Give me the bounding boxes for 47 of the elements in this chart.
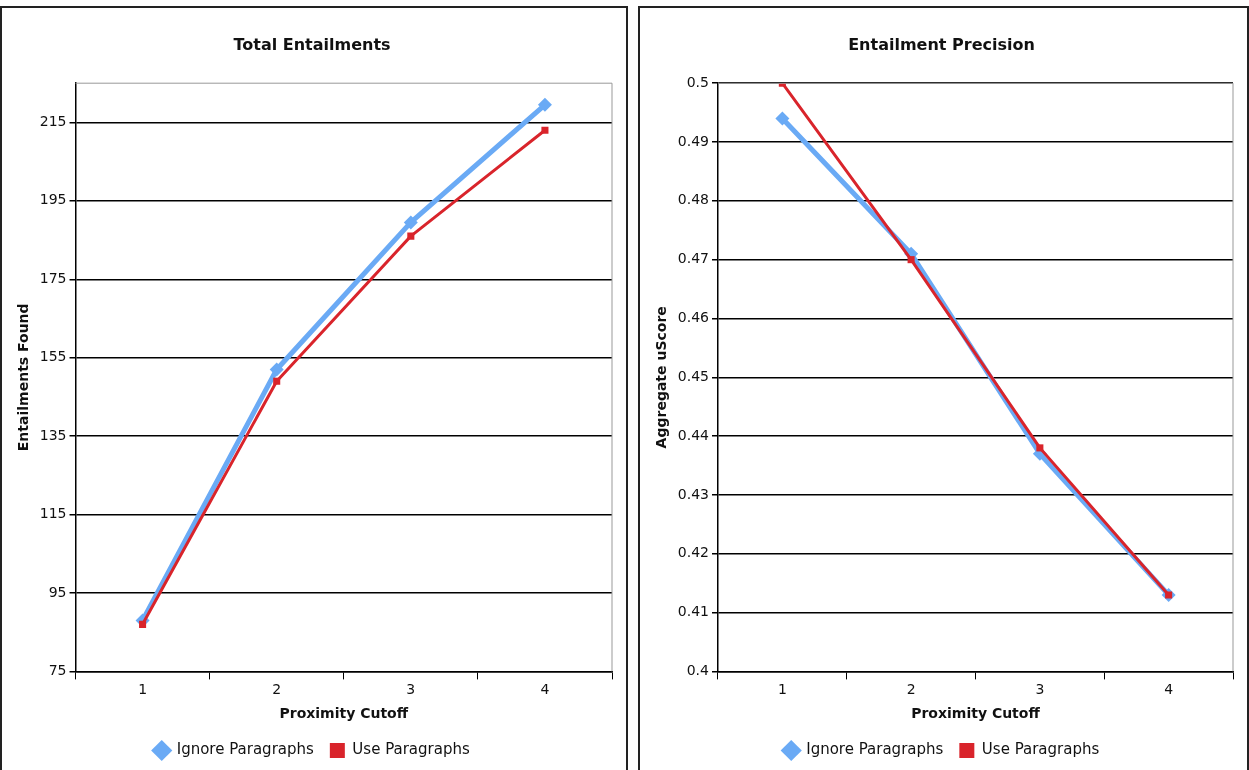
x-tick-label: 3 [1035,681,1045,698]
y-axis-title: Aggregate uScore [653,306,670,449]
chart-title: Total Entailments [233,34,391,54]
y-tick-label: 215 [39,113,67,130]
point [907,256,915,264]
y-tick-label: 155 [39,348,67,365]
y-tick-label: 0.49 [677,132,709,149]
y-tick-label: 0.42 [677,544,709,561]
point [541,126,549,134]
x-tick-label: 2 [906,681,916,698]
x-axis-title: Proximity Cutoff [279,705,409,722]
point [407,232,415,240]
x-tick-label: 3 [406,681,416,698]
legend-label: Use Paragraphs [981,740,1100,759]
legend-label: Ignore Paragraphs [806,740,944,759]
y-tick-label: 0.43 [677,485,709,502]
x-tick-label: 4 [1164,681,1174,698]
legend-label: Ignore Paragraphs [176,740,315,759]
point [403,215,418,230]
x-tick-label: 2 [272,681,282,698]
y-tick-label: 0.45 [677,367,709,384]
y-tick-label: 0.47 [677,250,709,267]
point [775,111,790,126]
y-tick-label: 0.41 [677,603,709,620]
point [537,97,552,112]
y-tick-label: 115 [39,505,67,522]
x-tick-label: 1 [138,681,148,698]
chart-title: Entailment Precision [848,34,1035,54]
y-tick-label: 0.46 [677,309,710,326]
y-tick-label: 95 [48,583,67,600]
x-tick-label: 4 [540,681,550,698]
y-tick-label: 135 [39,426,67,443]
point [269,362,284,377]
x-tick-label: 1 [777,681,787,698]
y-axis-title: Entailments Found [15,303,32,452]
y-tick-label: 75 [48,662,67,679]
y-tick-label: 0.5 [686,73,709,90]
y-tick-label: 0.44 [677,426,710,443]
y-tick-label: 195 [39,191,67,208]
y-tick-label: 0.4 [686,662,710,679]
point [139,620,147,628]
x-axis-title: Proximity Cutoff [911,705,1041,722]
y-tick-label: 175 [39,269,67,286]
y-tick-label: 0.48 [677,191,709,208]
legend-label: Use Paragraphs [352,740,470,759]
point [1036,444,1044,452]
point [273,377,281,385]
